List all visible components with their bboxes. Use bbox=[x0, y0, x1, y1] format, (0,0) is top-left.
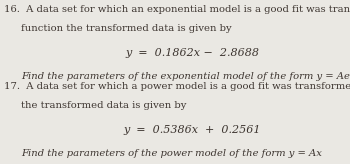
Text: the transformed data is given by: the transformed data is given by bbox=[21, 101, 186, 110]
Text: y  =  0.5386x  +  0.2561: y = 0.5386x + 0.2561 bbox=[124, 125, 261, 135]
Text: Find the parameters of the exponential model of the form y = Ae: Find the parameters of the exponential m… bbox=[21, 72, 350, 81]
Text: Find the parameters of the power model of the form y = Ax: Find the parameters of the power model o… bbox=[21, 149, 322, 158]
Text: function the transformed data is given by: function the transformed data is given b… bbox=[21, 24, 232, 33]
Text: 17.  A data set for which a power model is a good fit was transformed.  The leas: 17. A data set for which a power model i… bbox=[4, 82, 350, 91]
Text: y  =  0.1862x −  2.8688: y = 0.1862x − 2.8688 bbox=[126, 48, 259, 58]
Text: 16.  A data set for which an exponential model is a good fit was transformed.  T: 16. A data set for which an exponential … bbox=[4, 5, 350, 14]
